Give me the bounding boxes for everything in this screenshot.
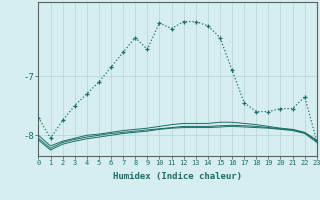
X-axis label: Humidex (Indice chaleur): Humidex (Indice chaleur) <box>113 172 242 181</box>
